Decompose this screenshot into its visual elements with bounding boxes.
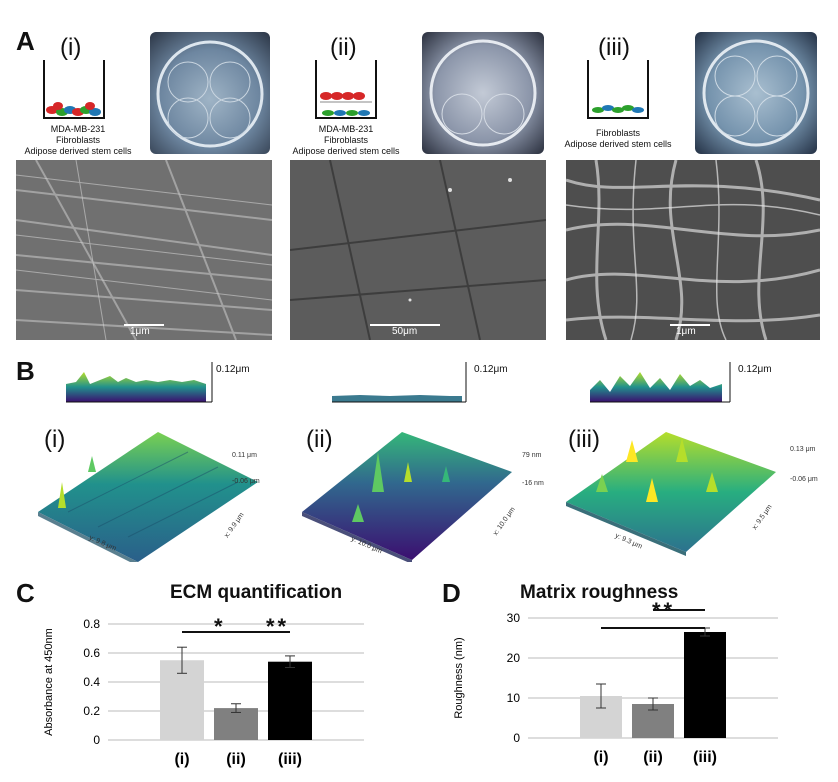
panel-b-ii-label: (ii)	[306, 426, 333, 453]
scale-bar	[124, 324, 164, 326]
well-diagram-i	[43, 60, 105, 119]
afm-surface-iii	[566, 432, 776, 556]
z-min-label: -0.06 μm	[232, 478, 260, 485]
caption-line: Adipose derived stem cells	[24, 146, 132, 156]
height-profile-i	[66, 362, 213, 403]
x-tick-label: (i)	[593, 749, 608, 766]
afm-surface-i	[38, 432, 258, 562]
panel-b-i-label: (i)	[44, 426, 66, 453]
chart-title-c: ECM quantification	[170, 582, 343, 603]
panel-b-label: B	[16, 356, 35, 386]
x-tick-label: (ii)	[226, 751, 246, 768]
sem-image-ii: 50μm	[290, 160, 546, 340]
y-axis-title: Absorbance at 450nm	[43, 628, 55, 736]
caption-line: Adipose derived stem cells	[564, 139, 672, 149]
scale-bar	[670, 324, 710, 326]
z-min-label: -16 nm	[522, 480, 544, 487]
z-max-label: 0.13 μm	[790, 446, 816, 453]
panel-a-iii-label: (iii)	[598, 34, 630, 61]
caption-line: Fibroblasts	[323, 135, 368, 145]
caption-line: Adipose derived stem cells	[292, 146, 400, 156]
z-max-label: 79 nm	[522, 452, 542, 459]
panel-d-label: D	[442, 578, 461, 608]
profile-scale-label: 0.12μm	[738, 364, 772, 375]
y-tick-label: 0.8	[83, 617, 100, 631]
profile-scale-label: 0.12μm	[216, 364, 250, 375]
afm-surface-ii	[302, 432, 512, 562]
well-diagram-iii	[587, 60, 649, 119]
caption-line: Fibroblasts	[595, 128, 640, 138]
bar	[684, 632, 726, 738]
y-tick-label: 0	[513, 731, 520, 745]
y-tick-label: 20	[507, 651, 521, 665]
significance-marker: **	[266, 614, 290, 639]
panel-c-label: C	[16, 578, 35, 608]
significance-marker: *	[214, 614, 223, 639]
scale-label: 50μm	[392, 326, 418, 337]
culture-dish-photo-i	[150, 32, 270, 154]
caption-line: MDA-MB-231	[50, 124, 106, 134]
caption-line: MDA-MB-231	[318, 124, 374, 134]
bar	[214, 708, 258, 740]
matrix-roughness-chart: Roughness (nm) 0 10 20 30 (i) (ii) (iii)	[453, 609, 778, 766]
panel-b-iii-label: (iii)	[568, 426, 600, 453]
sem-image-i: 1μm	[16, 160, 272, 340]
z-max-label: 0.11 μm	[232, 452, 257, 459]
x-tick-label: (ii)	[643, 749, 663, 766]
y-tick-label: 10	[507, 691, 521, 705]
x-tick-label: (iii)	[278, 751, 302, 768]
chart-title-d: Matrix roughness	[520, 582, 679, 603]
well-diagram-ii	[315, 60, 377, 119]
panel-a-label: A	[16, 26, 35, 56]
y-tick-label: 0.6	[83, 646, 100, 660]
sem-image-iii: 1μm	[566, 160, 820, 340]
y-tick-label: 30	[507, 611, 521, 625]
y-tick-label: 0.2	[83, 704, 100, 718]
caption-line: Fibroblasts	[55, 135, 100, 145]
y-tick-label: 0.4	[83, 675, 100, 689]
culture-dish-photo-iii	[695, 32, 817, 154]
x-tick-label: (i)	[174, 751, 189, 768]
x-tick-label: (iii)	[693, 749, 717, 766]
significance-marker: **	[652, 598, 676, 623]
scale-bar	[370, 324, 440, 326]
bar	[268, 661, 312, 740]
y-axis-title: Roughness (nm)	[453, 637, 465, 718]
height-profile-iii	[590, 362, 731, 403]
z-min-label: -0.06 μm	[790, 476, 818, 483]
height-profile-ii	[332, 362, 467, 403]
scale-label: 1μm	[130, 326, 150, 337]
panel-a-ii-label: (ii)	[330, 34, 357, 61]
y-tick-label: 0	[93, 733, 100, 747]
profile-scale-label: 0.12μm	[474, 364, 508, 375]
ecm-quantification-chart: Absorbance at 450nm 0 0.2 0.4 0.6 0.8 (i) (ii) (…	[43, 617, 364, 768]
panel-a-i-label: (i)	[60, 34, 82, 61]
culture-dish-photo-ii	[422, 32, 544, 154]
scale-label: 1μm	[676, 326, 696, 337]
